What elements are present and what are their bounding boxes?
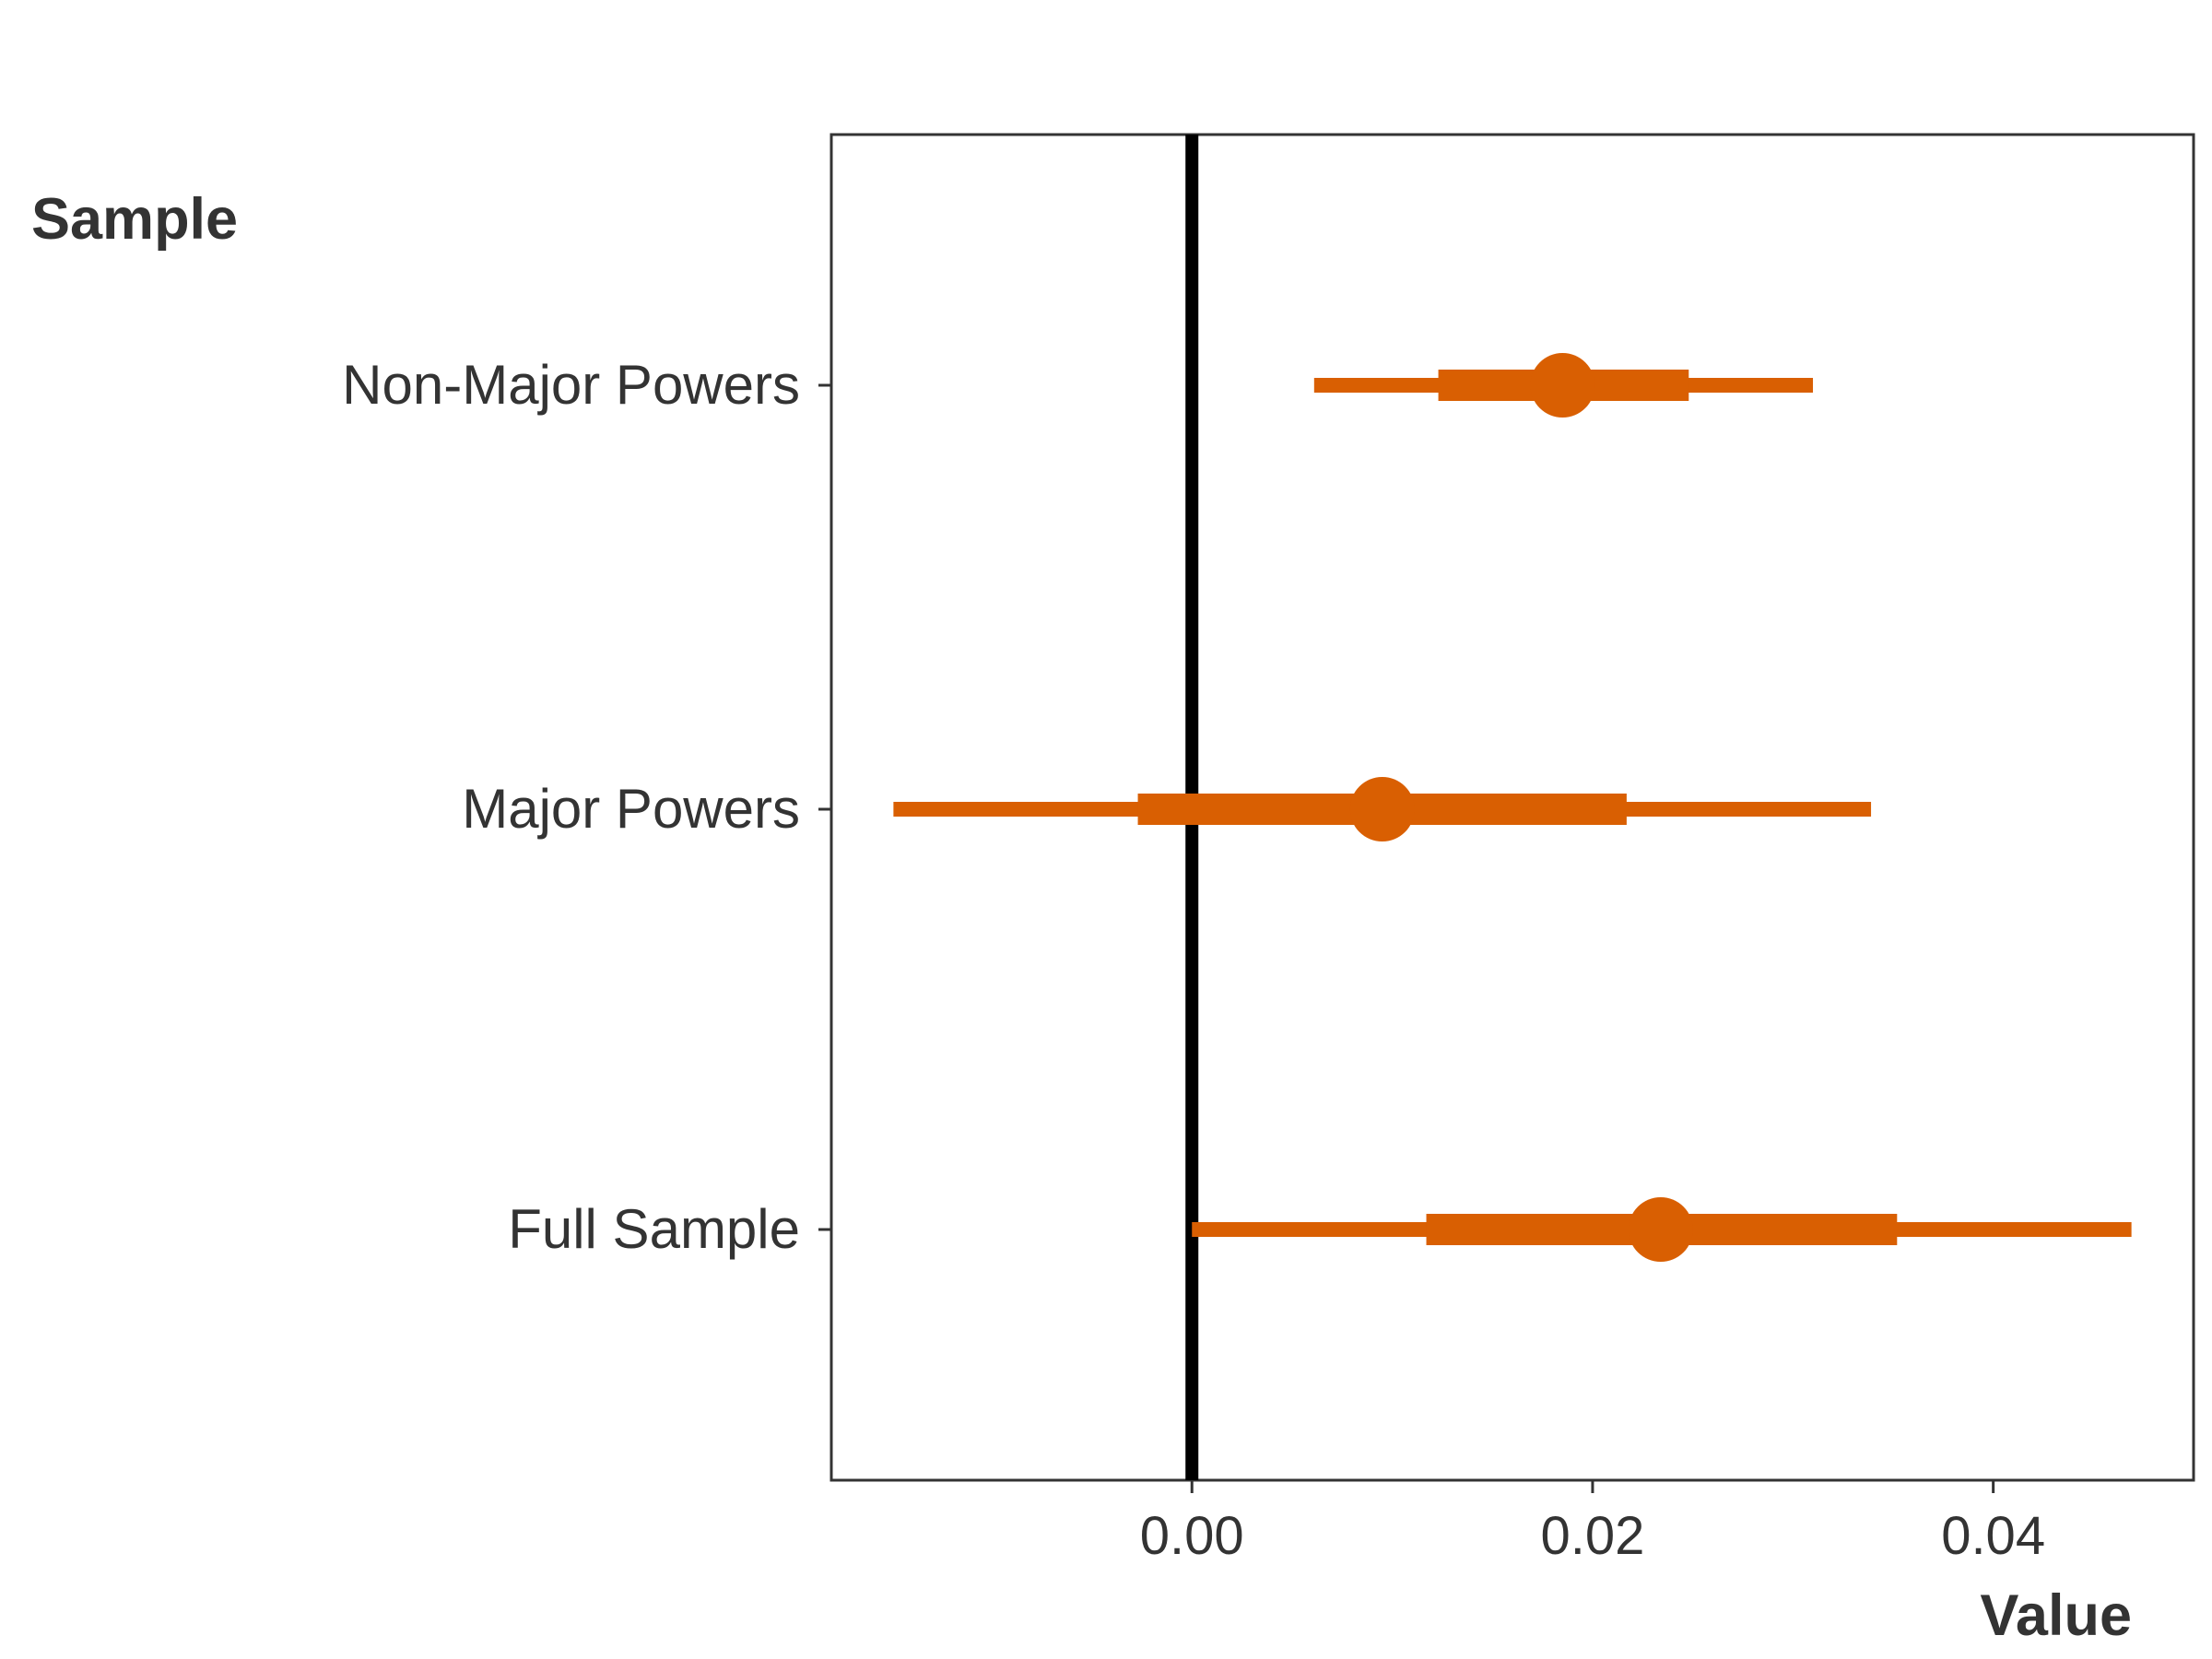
y-tick-label: Full Sample	[508, 1198, 800, 1260]
x-axis-title: Value	[1980, 1583, 2132, 1648]
chart-marks: 0.00 0.02 0.04 Non-Major Powers Major Powers…	[342, 135, 2132, 1566]
y-tick-label: Non-Major Powers	[342, 354, 800, 416]
point-estimate	[1349, 777, 1415, 841]
x-tick-label: 0.02	[1540, 1506, 1644, 1566]
point-estimate	[1530, 353, 1595, 418]
y-tick-label: Major Powers	[462, 778, 800, 840]
y-axis-title: Sample	[31, 187, 238, 252]
x-tick-label: 0.00	[1140, 1506, 1244, 1566]
point-estimate	[1628, 1197, 1693, 1262]
x-tick-label: 0.04	[1941, 1506, 2045, 1566]
